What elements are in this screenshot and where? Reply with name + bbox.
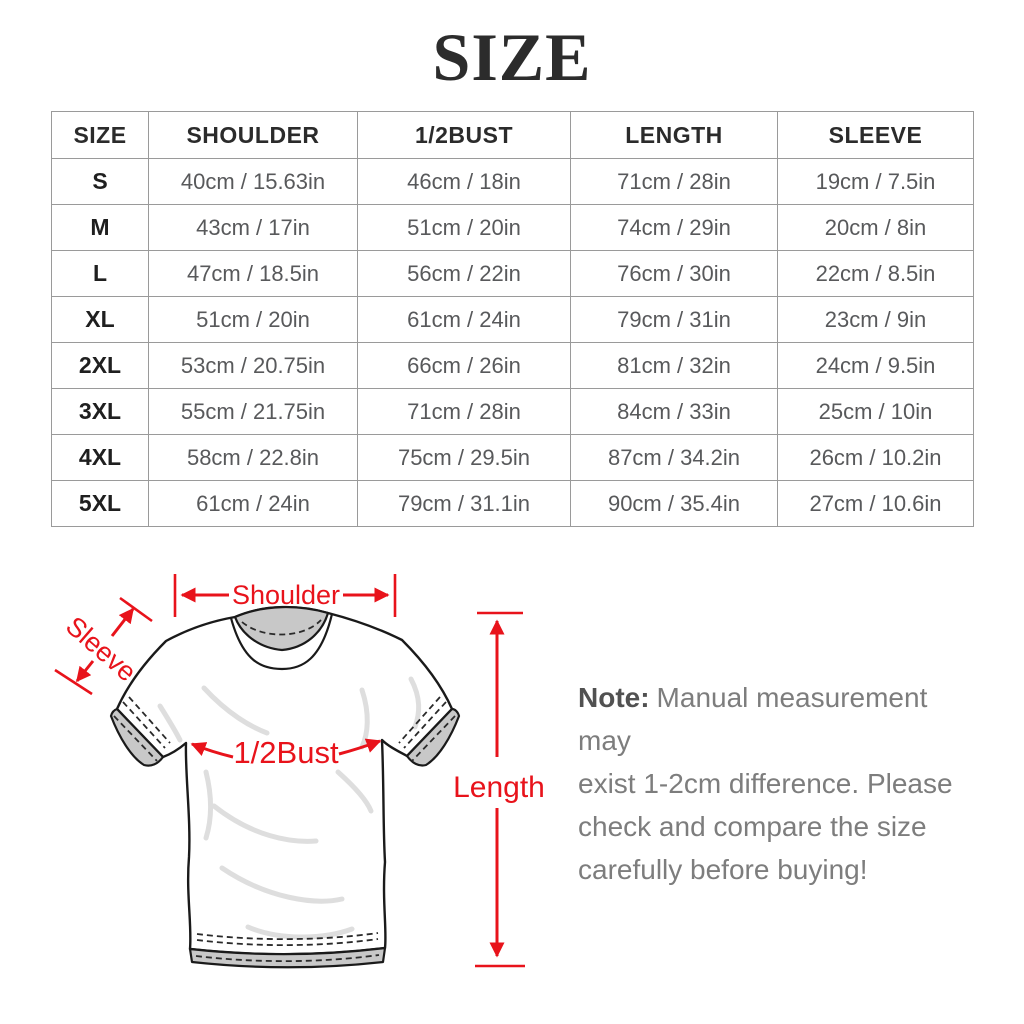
hem	[188, 932, 387, 969]
note-label: Note:	[578, 682, 650, 713]
bust-cell: 46cm / 18in	[357, 158, 571, 205]
fabric-wrinkles	[157, 676, 422, 940]
note-line: check and compare the size	[578, 811, 927, 842]
length-label: Length	[453, 771, 545, 804]
sleeve-cell: 24cm / 9.5in	[777, 342, 974, 389]
size-cell: S	[51, 158, 149, 205]
bust-cell: 61cm / 24in	[357, 296, 571, 343]
sleeve-cell: 25cm / 10in	[777, 388, 974, 435]
column-header-shoulder: SHOULDER	[148, 111, 358, 159]
shoulder-cell: 55cm / 21.75in	[148, 388, 358, 435]
shoulder-cell: 51cm / 20in	[148, 296, 358, 343]
left-cuff	[109, 696, 171, 767]
table-header-row: SIZE SHOULDER 1/2BUST LENGTH SLEEVE	[51, 111, 974, 159]
sleeve-cell: 23cm / 9in	[777, 296, 974, 343]
bust-cell: 71cm / 28in	[357, 388, 571, 435]
length-cell: 90cm / 35.4in	[570, 480, 778, 527]
shoulder-cell: 61cm / 24in	[148, 480, 358, 527]
size-table: SIZE SHOULDER 1/2BUST LENGTH SLEEVE S 40…	[51, 111, 974, 527]
sleeve-cell: 27cm / 10.6in	[777, 480, 974, 527]
size-cell: M	[51, 204, 149, 251]
column-header-sleeve: SLEEVE	[777, 111, 974, 159]
sleeve-cell: 26cm / 10.2in	[777, 434, 974, 481]
tshirt-outline	[115, 605, 454, 956]
shoulder-label: Shoulder	[232, 580, 340, 610]
collar	[229, 606, 334, 671]
length-cell: 84cm / 33in	[570, 388, 778, 435]
bust-cell: 51cm / 20in	[357, 204, 571, 251]
shoulder-dimension: Shoulder	[173, 574, 397, 617]
size-cell: XL	[51, 296, 149, 343]
shoulder-cell: 47cm / 18.5in	[148, 250, 358, 297]
length-cell: 81cm / 32in	[570, 342, 778, 389]
sleeve-cell: 19cm / 7.5in	[777, 158, 974, 205]
table-row: 3XL 55cm / 21.75in 71cm / 28in 84cm / 33…	[51, 388, 974, 435]
table-row: L 47cm / 18.5in 56cm / 22in 76cm / 30in …	[51, 250, 974, 297]
size-cell: 4XL	[51, 434, 149, 481]
table-row: 5XL 61cm / 24in 79cm / 31.1in 90cm / 35.…	[51, 480, 974, 527]
shoulder-cell: 58cm / 22.8in	[148, 434, 358, 481]
bust-cell: 56cm / 22in	[357, 250, 571, 297]
table-row: 4XL 58cm / 22.8in 75cm / 29.5in 87cm / 3…	[51, 434, 974, 481]
length-cell: 79cm / 31in	[570, 296, 778, 343]
note-line: exist 1-2cm difference. Please	[578, 768, 953, 799]
right-cuff	[398, 696, 461, 767]
length-cell: 74cm / 29in	[570, 204, 778, 251]
shoulder-cell: 53cm / 20.75in	[148, 342, 358, 389]
column-header-size: SIZE	[51, 111, 149, 159]
table-row: XL 51cm / 20in 61cm / 24in 79cm / 31in 2…	[51, 296, 974, 343]
column-header-length: LENGTH	[570, 111, 778, 159]
note-line: Note: Manual measurement may	[578, 676, 978, 762]
size-cell: 5XL	[51, 480, 149, 527]
size-cell: 3XL	[51, 388, 149, 435]
table-row: M 43cm / 17in 51cm / 20in 74cm / 29in 20…	[51, 204, 974, 251]
size-cell: L	[51, 250, 149, 297]
tshirt-diagram: Shoulder Sleeve 1/2Bust Length	[54, 574, 545, 969]
bust-cell: 75cm / 29.5in	[357, 434, 571, 481]
length-dimension: Length	[453, 611, 545, 968]
table-row: 2XL 53cm / 20.75in 66cm / 26in 81cm / 32…	[51, 342, 974, 389]
size-cell: 2XL	[51, 342, 149, 389]
length-cell: 76cm / 30in	[570, 250, 778, 297]
measurement-note: Note: Manual measurement may exist 1-2cm …	[578, 676, 978, 891]
note-line: carefully before buying!	[578, 854, 868, 885]
bust-dimension: 1/2Bust	[190, 735, 382, 770]
length-cell: 71cm / 28in	[570, 158, 778, 205]
note-text: Manual measurement may	[578, 682, 928, 756]
sleeve-label: Sleeve	[60, 611, 142, 688]
column-header-bust: 1/2BUST	[357, 111, 571, 159]
sleeve-cell: 20cm / 8in	[777, 204, 974, 251]
table-row: S 40cm / 15.63in 46cm / 18in 71cm / 28in…	[51, 158, 974, 205]
bust-label: 1/2Bust	[233, 735, 339, 770]
bust-cell: 79cm / 31.1in	[357, 480, 571, 527]
page-title: SIZE	[432, 19, 592, 95]
shoulder-cell: 40cm / 15.63in	[148, 158, 358, 205]
sleeve-cell: 22cm / 8.5in	[777, 250, 974, 297]
bust-cell: 66cm / 26in	[357, 342, 571, 389]
shoulder-cell: 43cm / 17in	[148, 204, 358, 251]
length-cell: 87cm / 34.2in	[570, 434, 778, 481]
